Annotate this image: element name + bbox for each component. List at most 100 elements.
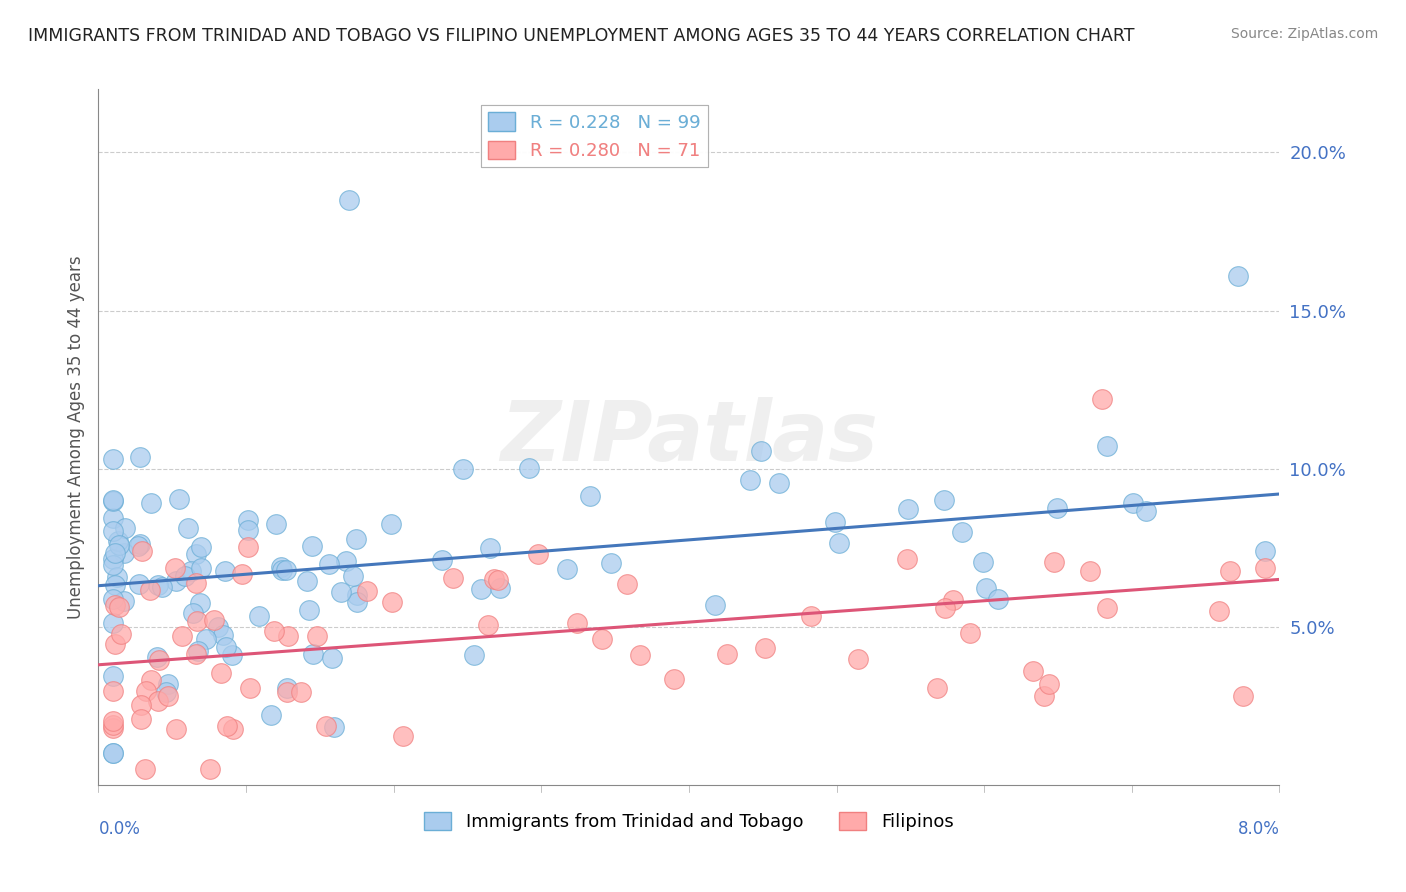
Point xyxy=(302,647,325,661)
Point xyxy=(112,546,135,560)
Point xyxy=(987,591,1010,606)
Legend: R = 0.228   N = 99, R = 0.280   N = 71: R = 0.228 N = 99, R = 0.280 N = 71 xyxy=(481,105,707,168)
Point xyxy=(1046,501,1069,516)
Point xyxy=(129,712,152,726)
Point xyxy=(381,594,404,608)
Point xyxy=(135,684,157,698)
Point xyxy=(1091,392,1114,406)
Point xyxy=(138,582,160,597)
Point xyxy=(104,598,127,612)
Point xyxy=(238,523,260,537)
Point xyxy=(215,719,238,733)
Point xyxy=(323,720,346,734)
Point xyxy=(391,730,413,744)
Point xyxy=(221,648,243,663)
Point xyxy=(263,624,285,638)
Point xyxy=(591,632,613,646)
Point xyxy=(186,614,208,628)
Point xyxy=(112,594,135,608)
Point xyxy=(276,681,298,695)
Text: IMMIGRANTS FROM TRINIDAD AND TOBAGO VS FILIPINO UNEMPLOYMENT AMONG AGES 35 TO 44: IMMIGRANTS FROM TRINIDAD AND TOBAGO VS F… xyxy=(28,27,1135,45)
Point xyxy=(129,450,152,464)
Point xyxy=(616,577,638,591)
Point xyxy=(209,665,232,680)
Point xyxy=(432,553,454,567)
Point xyxy=(768,475,790,490)
Point xyxy=(800,609,823,624)
Point xyxy=(239,681,262,695)
Point xyxy=(1038,676,1060,690)
Point xyxy=(264,517,287,532)
Point xyxy=(749,444,772,458)
Point xyxy=(131,543,153,558)
Point xyxy=(236,513,259,527)
Point xyxy=(315,719,337,733)
Point xyxy=(108,538,131,552)
Point xyxy=(152,580,174,594)
Point xyxy=(156,690,179,704)
Point xyxy=(565,616,588,631)
Point xyxy=(103,591,125,606)
Point xyxy=(103,669,125,683)
Point xyxy=(1219,564,1241,578)
Text: Source: ZipAtlas.com: Source: ZipAtlas.com xyxy=(1230,27,1378,41)
Point xyxy=(339,193,361,207)
Point xyxy=(214,640,236,654)
Point xyxy=(104,637,127,651)
Point xyxy=(187,643,209,657)
Point xyxy=(301,539,323,553)
Point xyxy=(103,558,125,573)
Text: 8.0%: 8.0% xyxy=(1237,820,1279,838)
Point xyxy=(146,649,169,664)
Point xyxy=(165,722,187,736)
Point xyxy=(103,747,125,761)
Point xyxy=(167,492,190,507)
Point xyxy=(103,615,125,630)
Point xyxy=(600,557,623,571)
Point xyxy=(1208,604,1230,618)
Point xyxy=(271,563,294,577)
Point xyxy=(110,627,132,641)
Point xyxy=(103,552,125,566)
Point xyxy=(231,567,253,582)
Point xyxy=(139,496,162,510)
Text: 0.0%: 0.0% xyxy=(98,820,141,838)
Point xyxy=(896,552,918,566)
Point xyxy=(114,520,136,534)
Y-axis label: Unemployment Among Ages 35 to 44 years: Unemployment Among Ages 35 to 44 years xyxy=(66,255,84,619)
Point xyxy=(380,516,402,531)
Point xyxy=(194,632,217,646)
Point xyxy=(277,629,299,643)
Point xyxy=(207,619,229,633)
Point xyxy=(186,576,208,591)
Point xyxy=(754,640,776,655)
Point xyxy=(260,708,283,723)
Point xyxy=(103,451,125,466)
Point xyxy=(1122,496,1144,510)
Point xyxy=(103,721,125,735)
Point xyxy=(270,559,292,574)
Point xyxy=(555,562,578,576)
Point xyxy=(107,534,129,549)
Point xyxy=(103,747,125,761)
Point xyxy=(190,540,212,554)
Point xyxy=(925,681,948,696)
Point xyxy=(103,493,125,508)
Point xyxy=(1254,560,1277,574)
Point xyxy=(321,651,343,665)
Point xyxy=(932,493,955,508)
Point xyxy=(307,629,329,643)
Point xyxy=(484,572,506,586)
Point xyxy=(479,541,502,555)
Point xyxy=(103,511,125,525)
Point xyxy=(974,581,997,595)
Point xyxy=(184,547,207,561)
Point xyxy=(181,606,204,620)
Text: ZIPatlas: ZIPatlas xyxy=(501,397,877,477)
Point xyxy=(108,599,131,614)
Point xyxy=(738,473,761,487)
Point xyxy=(1080,564,1102,578)
Point xyxy=(1022,664,1045,678)
Point xyxy=(190,560,212,574)
Point xyxy=(128,537,150,551)
